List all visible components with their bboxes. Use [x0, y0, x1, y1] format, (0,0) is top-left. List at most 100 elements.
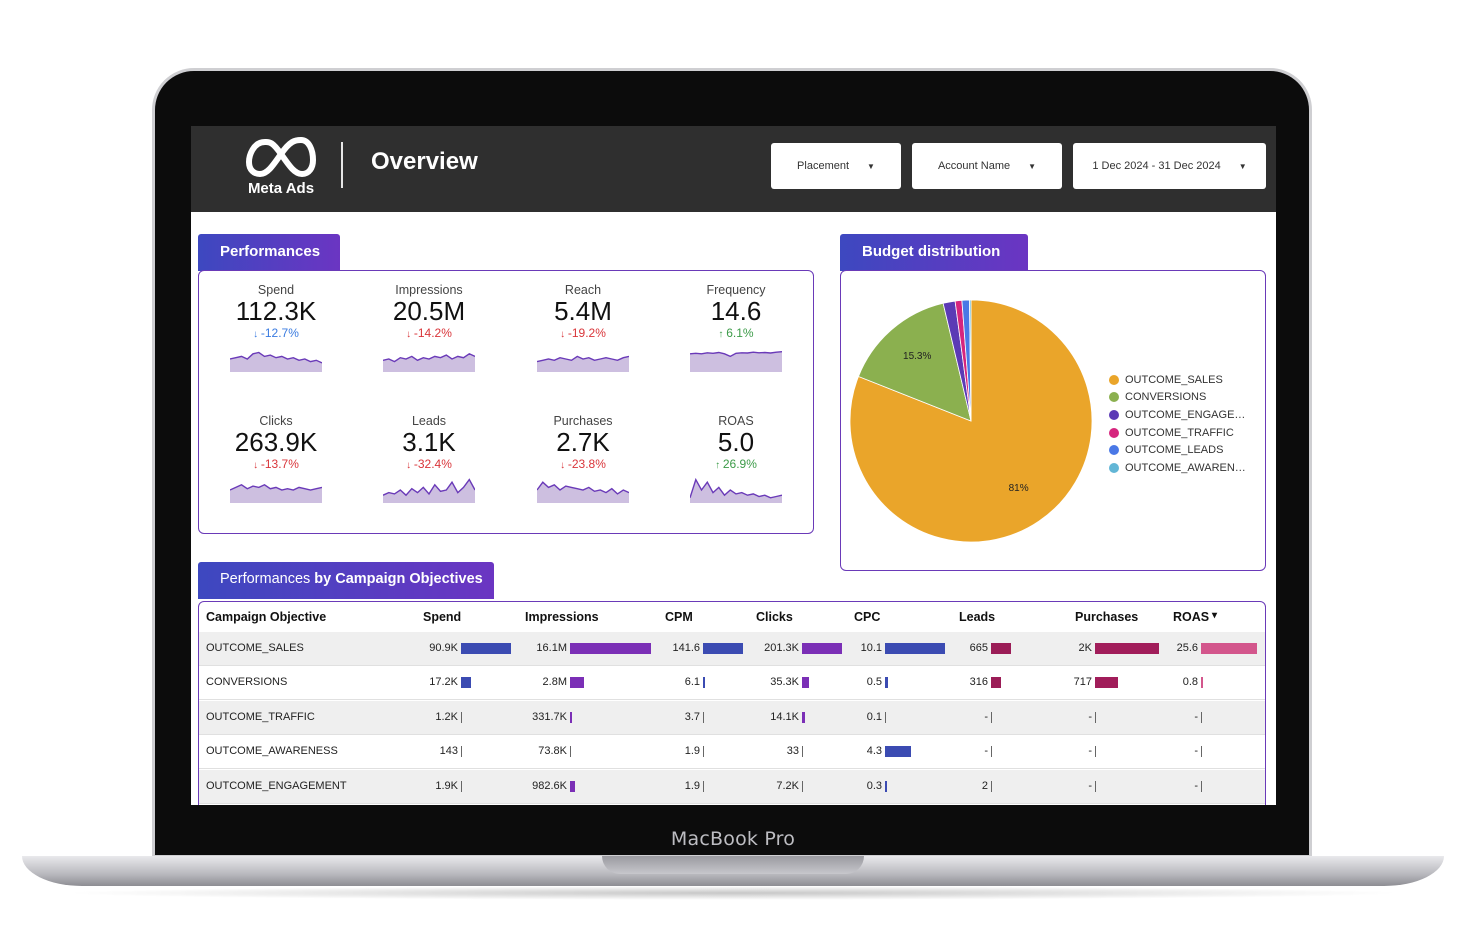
clicks-value: 33: [786, 745, 799, 758]
kpi-value: 20.5M: [392, 296, 466, 326]
sparkline-line: [690, 351, 782, 358]
kpi-label: Purchases: [553, 414, 613, 428]
sparkline-line: [230, 351, 322, 364]
legend-swatch: [1109, 392, 1119, 403]
legend-label: OUTCOME_AWAREN…: [1125, 461, 1246, 474]
account-name-dropdown[interactable]: Account Name ▼: [912, 143, 1062, 189]
legend-item[interactable]: OUTCOME_SALES: [1109, 371, 1246, 389]
column-header[interactable]: Spend: [423, 610, 462, 624]
sort-desc-icon[interactable]: ▾: [1212, 610, 1218, 621]
spend-value: 1.2K: [435, 710, 458, 723]
spend-value: 90.9K: [429, 642, 458, 654]
sparkline-area: [383, 353, 475, 372]
cpc-bar: [885, 711, 886, 723]
kpi-sparkline: [690, 351, 782, 372]
leads-value: 2: [981, 779, 988, 792]
kpi-label: ROAS: [718, 414, 754, 428]
header-divider: [341, 142, 343, 188]
clicks-bar: [802, 677, 809, 689]
roas-value: -: [1194, 710, 1198, 723]
column-header[interactable]: CPM: [665, 610, 693, 624]
chevron-down-icon: ▼: [867, 161, 875, 171]
pie-slice-outcome-awaren: [969, 299, 972, 422]
cpc-bar: [885, 746, 911, 758]
legend-label: CONVERSIONS: [1125, 391, 1207, 404]
impressions-bar: [570, 643, 651, 654]
date-range-dropdown[interactable]: 1 Dec 2024 - 31 Dec 2024 ▼: [1073, 143, 1266, 189]
roas-value: -: [1194, 779, 1198, 792]
purchases-bar: [1095, 677, 1118, 689]
impressions-value: 982.6K: [532, 779, 567, 792]
kpi-value: 112.3K: [235, 296, 317, 326]
legend-item[interactable]: OUTCOME_TRAFFIC: [1109, 424, 1246, 442]
kpi-sparkline: [383, 478, 475, 503]
cpc-value: 10.1: [860, 642, 882, 654]
pie-slice-conversions: [857, 302, 972, 422]
budget-distribution-panel: 81% 15.3% OUTCOME_SALES CONVERSIONS OUTCOME…: [840, 270, 1266, 571]
chevron-down-icon: ▼: [1238, 161, 1247, 171]
column-header[interactable]: Clicks: [756, 610, 793, 624]
kpi-label: Frequency: [706, 283, 766, 297]
kpi-sparkline: [690, 477, 782, 503]
roas-value: -: [1194, 745, 1198, 758]
sparkline-line: [383, 353, 475, 363]
cpc-bar: [885, 780, 887, 792]
budget-distribution-tab: Budget distribution: [840, 234, 1028, 271]
legend-item[interactable]: OUTCOME_AWAREN…: [1109, 459, 1246, 477]
clicks-bar: [802, 711, 805, 723]
sparkline-line: [383, 478, 475, 497]
table-row[interactable]: OUTCOME_AWARENESS 143 73.8K 1.9 33 4.3 - - -: [199, 735, 1265, 770]
column-header[interactable]: Campaign Objective: [206, 610, 327, 624]
cpm-bar: [703, 746, 704, 758]
cpc-value: 0.3: [866, 779, 882, 792]
column-header[interactable]: Purchases: [1075, 610, 1139, 624]
impressions-bar: [570, 677, 584, 689]
kpi-delta: ↓ -12.7%: [216, 326, 336, 342]
legend-item[interactable]: CONVERSIONS: [1109, 389, 1246, 407]
column-header[interactable]: Leads: [959, 610, 996, 624]
objective-name: OUTCOME_AWARENESS: [206, 745, 338, 758]
purchases-bar: [1095, 746, 1096, 758]
kpi-delta: ↓ -32.4%: [369, 457, 489, 473]
leads-value: -: [984, 745, 988, 758]
column-header[interactable]: Impressions: [525, 610, 599, 624]
roas-bar: [1201, 746, 1202, 758]
spend-value: 1.9K: [435, 779, 458, 792]
logo-text: Meta Ads: [247, 180, 315, 197]
cpm-bar: [703, 780, 704, 792]
kpi-delta-value: 26.9%: [722, 457, 757, 471]
roas-bar: [1201, 643, 1257, 654]
legend-item[interactable]: OUTCOME_ENGAGE…: [1109, 406, 1246, 424]
cpc-value: 0.1: [866, 710, 882, 723]
table-row[interactable]: OUTCOME_TRAFFIC 1.2K 331.7K 3.7 14.1K 0.1 - - -: [199, 700, 1265, 735]
kpi-label: Leads: [411, 414, 447, 428]
budget-pie-chart: 81% 15.3%: [849, 299, 1093, 543]
kpi-label: Reach: [564, 283, 602, 297]
arrow-down-icon: ↓: [253, 460, 261, 471]
objective-name: OUTCOME_TRAFFIC: [206, 710, 315, 723]
table-row[interactable]: OUTCOME_SALES 90.9K 16.1M 141.6 201.3K 10.1 66…: [199, 632, 1265, 666]
column-header[interactable]: ROAS: [1173, 610, 1210, 624]
kpi-card-reach: Reach 5.4M ↓ -19.2%: [523, 283, 643, 372]
legend-swatch: [1109, 462, 1119, 473]
campaign-objectives-tab: Performances by Campaign Objectives: [198, 562, 494, 599]
pie-data-label: 15.3%: [903, 351, 931, 362]
kpi-delta-value: -12.7%: [260, 326, 299, 340]
cpm-value: 1.9: [684, 745, 700, 758]
legend-swatch: [1109, 374, 1119, 385]
impressions-value: 2.8M: [542, 676, 567, 689]
roas-bar: [1201, 711, 1202, 723]
placement-dropdown[interactable]: Placement ▼: [771, 143, 901, 189]
cpm-value: 3.7: [684, 710, 700, 723]
column-header[interactable]: CPC: [854, 610, 881, 624]
kpi-delta-value: -32.4%: [413, 457, 452, 471]
table-row[interactable]: CONVERSIONS 17.2K 2.8M 6.1 35.3K 0.5 316 717 0.8: [199, 666, 1265, 701]
table-row[interactable]: OUTCOME_ENGAGEMENT 1.9K 982.6K 1.9 7.2K 0.3 2 -…: [199, 769, 1265, 804]
objective-name: OUTCOME_ENGAGEMENT: [206, 779, 347, 792]
laptop-notch: [602, 856, 864, 874]
cpm-bar: [703, 711, 704, 723]
campaign-objectives-tab-prefix: Performances: [220, 571, 315, 587]
legend-item[interactable]: OUTCOME_LEADS: [1109, 441, 1246, 459]
purchases-value: -: [1088, 745, 1092, 758]
